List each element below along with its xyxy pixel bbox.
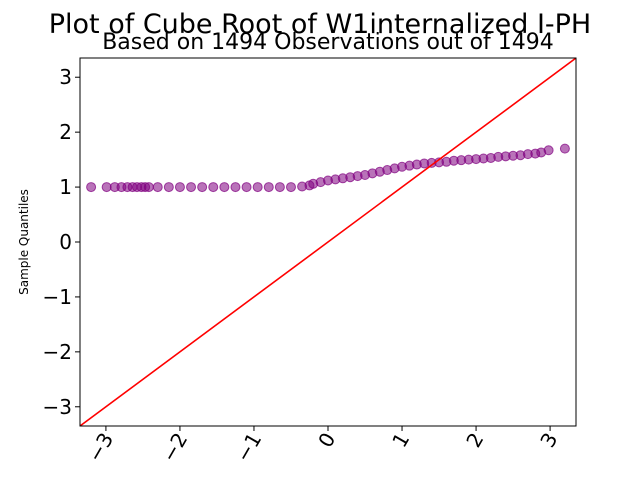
chart-title: Plot of Cube Root of W1internalized I-PH bbox=[49, 9, 592, 40]
y-tick-label: −2 bbox=[43, 340, 72, 364]
data-points bbox=[86, 143, 570, 193]
data-point bbox=[197, 182, 208, 193]
data-point bbox=[559, 143, 570, 154]
reference-line bbox=[80, 58, 576, 426]
data-point bbox=[252, 182, 263, 193]
y-axis-label: Sample Quantiles bbox=[17, 189, 31, 295]
y-tick-label: 1 bbox=[59, 175, 72, 199]
data-point bbox=[174, 182, 185, 193]
y-tick-label: −1 bbox=[43, 285, 72, 309]
x-axis: −3 −2 −1 0 1 2 3 bbox=[83, 426, 562, 467]
y-tick-label: 2 bbox=[59, 120, 72, 144]
data-point bbox=[219, 182, 230, 193]
x-tick-label: −2 bbox=[157, 429, 193, 467]
data-point bbox=[208, 182, 219, 193]
chart-subtitle: Based on 1494 Observations out of 1494 bbox=[102, 30, 554, 55]
data-point bbox=[143, 182, 154, 193]
x-tick-label: 0 bbox=[313, 429, 340, 452]
y-tick-label: 3 bbox=[59, 65, 72, 89]
x-tick-label: 1 bbox=[387, 429, 414, 452]
data-point bbox=[86, 182, 97, 193]
data-point bbox=[186, 182, 197, 193]
y-tick-label: −3 bbox=[43, 395, 72, 419]
x-tick-label: 2 bbox=[461, 429, 488, 452]
x-tick-label: −3 bbox=[83, 429, 119, 467]
data-point bbox=[263, 182, 274, 193]
data-point bbox=[230, 182, 241, 193]
y-axis: −3 −2 −1 0 1 2 3 bbox=[43, 65, 80, 419]
x-tick-label: −1 bbox=[231, 429, 267, 467]
data-point bbox=[543, 145, 554, 156]
data-point bbox=[241, 182, 252, 193]
x-tick-label: 3 bbox=[535, 429, 562, 452]
data-point bbox=[274, 182, 285, 193]
data-point bbox=[163, 182, 174, 193]
y-tick-label: 0 bbox=[59, 230, 72, 254]
data-point bbox=[285, 182, 296, 193]
data-point bbox=[152, 182, 163, 193]
